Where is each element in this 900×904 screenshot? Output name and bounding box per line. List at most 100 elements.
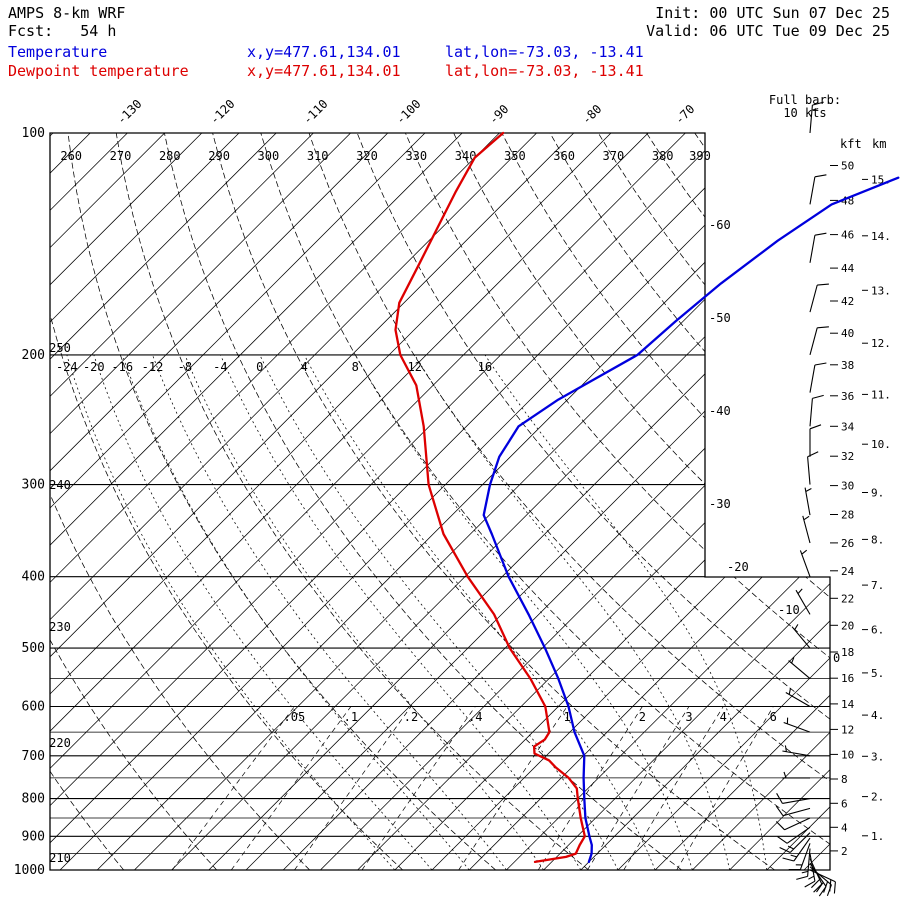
svg-text:3: 3 [685, 710, 692, 724]
svg-text:230: 230 [49, 620, 71, 634]
svg-text:-8: -8 [178, 360, 192, 374]
svg-text:-80: -80 [579, 102, 604, 127]
svg-text:-90: -90 [486, 102, 511, 127]
svg-text:240: 240 [49, 478, 71, 492]
svg-text:kft: kft [840, 137, 862, 151]
svg-text:6: 6 [841, 797, 848, 810]
svg-text:36: 36 [841, 390, 854, 403]
svg-text:-30: -30 [709, 497, 731, 511]
svg-text:10: 10 [841, 748, 854, 761]
svg-text:42: 42 [841, 295, 854, 308]
svg-text:0: 0 [256, 360, 263, 374]
svg-text:220: 220 [49, 736, 71, 750]
svg-text:360: 360 [553, 149, 575, 163]
forecast-hour: Fcst: 54 h [8, 22, 117, 40]
svg-text:-110: -110 [300, 97, 330, 127]
svg-text:210: 210 [49, 851, 71, 865]
svg-text:3.: 3. [871, 750, 884, 763]
svg-text:km: km [872, 137, 886, 151]
svg-text:13.: 13. [871, 284, 891, 297]
svg-text:9.: 9. [871, 487, 884, 500]
svg-text:-60: -60 [709, 218, 731, 232]
svg-text:400: 400 [22, 570, 45, 585]
svg-text:8.: 8. [871, 533, 884, 546]
svg-text:22: 22 [841, 592, 854, 605]
svg-text:28: 28 [841, 509, 854, 522]
svg-text:18: 18 [841, 646, 854, 659]
svg-text:1.: 1. [871, 830, 884, 843]
plot-boundary [49, 132, 831, 871]
svg-text:-12: -12 [142, 360, 164, 374]
height-scale-ticks [830, 165, 868, 852]
svg-text:1: 1 [563, 710, 570, 724]
svg-text:24: 24 [841, 565, 855, 578]
svg-text:330: 330 [405, 149, 427, 163]
svg-text:-70: -70 [672, 102, 697, 127]
svg-text:800: 800 [22, 792, 45, 807]
svg-text:16: 16 [478, 360, 492, 374]
svg-text:700: 700 [22, 749, 45, 764]
svg-text:-40: -40 [709, 404, 731, 418]
mixing-ratio-lines [171, 706, 774, 870]
svg-text:-50: -50 [709, 311, 731, 325]
svg-text:Full barb:: Full barb: [769, 93, 841, 107]
svg-text:900: 900 [22, 829, 45, 844]
svg-text:44: 44 [841, 262, 855, 275]
svg-text:100: 100 [22, 126, 45, 141]
temperature-latlon: lat,lon=-73.03, -13.41 [445, 43, 644, 61]
svg-text:.05: .05 [284, 710, 306, 724]
svg-text:2.: 2. [871, 791, 884, 804]
isotherms [50, 133, 830, 870]
svg-text:12: 12 [407, 360, 421, 374]
svg-text:8: 8 [841, 773, 848, 786]
svg-text:-10: -10 [778, 603, 800, 617]
svg-text:34: 34 [841, 420, 855, 433]
svg-text:16: 16 [841, 672, 854, 685]
svg-text:-20: -20 [727, 560, 749, 574]
svg-text:600: 600 [22, 700, 45, 715]
svg-text:50: 50 [841, 160, 854, 173]
wind-barbs [775, 101, 836, 897]
moist-adiabats [66, 354, 768, 870]
svg-text:300: 300 [258, 149, 280, 163]
svg-text:10.: 10. [871, 438, 891, 451]
svg-text:12: 12 [841, 723, 854, 736]
svg-text:-16: -16 [111, 360, 133, 374]
svg-text:280: 280 [159, 149, 181, 163]
svg-text:-20: -20 [83, 360, 105, 374]
svg-text:310: 310 [307, 149, 329, 163]
temperature-legend-label: Temperature [8, 43, 108, 61]
temperature-trace [482, 176, 900, 864]
svg-text:200: 200 [22, 348, 45, 363]
svg-text:6: 6 [770, 710, 777, 724]
svg-text:12.: 12. [871, 337, 891, 350]
model-title: AMPS 8-km WRF [8, 4, 126, 22]
svg-text:4: 4 [841, 821, 848, 834]
dewpoint-grid-coords: x,y=477.61,134.01 [247, 62, 401, 80]
svg-text:4: 4 [720, 710, 727, 724]
svg-text:390: 390 [689, 149, 711, 163]
svg-text:.2: .2 [404, 710, 418, 724]
svg-text:370: 370 [603, 149, 625, 163]
svg-text:1000: 1000 [14, 863, 45, 878]
temperature-grid-coords: x,y=477.61,134.01 [247, 43, 401, 61]
grid-lines [50, 133, 830, 870]
svg-text:4: 4 [301, 360, 308, 374]
svg-text:260: 260 [60, 149, 82, 163]
svg-text:-24: -24 [56, 360, 78, 374]
svg-text:6.: 6. [871, 624, 884, 637]
valid-time: Valid: 06 UTC Tue 09 Dec 25 [646, 22, 890, 40]
svg-text:-130: -130 [114, 97, 144, 127]
svg-text:270: 270 [110, 149, 132, 163]
svg-text:14: 14 [841, 698, 855, 711]
init-time: Init: 00 UTC Sun 07 Dec 25 [655, 4, 890, 22]
svg-text:-100: -100 [393, 97, 423, 127]
svg-text:290: 290 [208, 149, 230, 163]
svg-text:0: 0 [833, 651, 840, 665]
svg-text:380: 380 [652, 149, 674, 163]
svg-text:300: 300 [22, 478, 45, 493]
svg-text:4.: 4. [871, 709, 884, 722]
svg-text:46: 46 [841, 229, 854, 242]
svg-text:-4: -4 [213, 360, 227, 374]
